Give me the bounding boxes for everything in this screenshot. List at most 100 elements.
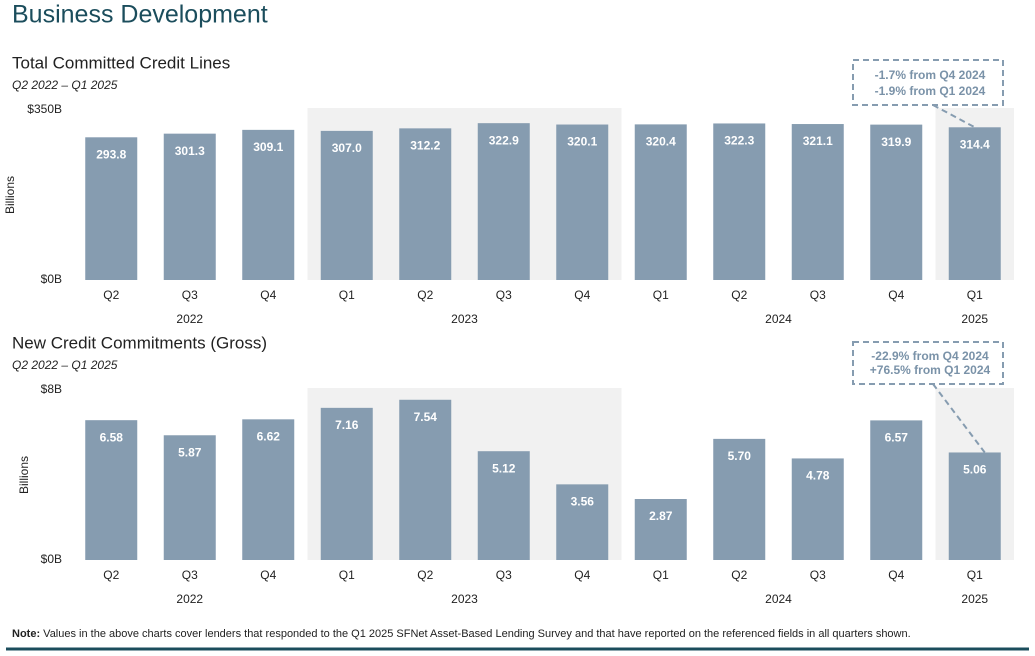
callout-text: +76.5% from Q1 2024 <box>870 363 991 377</box>
bar <box>870 420 923 560</box>
x-tick-label: Q2 <box>731 568 747 582</box>
x-tick-label: Q3 <box>810 568 826 582</box>
data-label: 322.9 <box>489 133 519 147</box>
note-label: Note: <box>12 628 40 640</box>
x-group-label: 2025 <box>961 312 988 326</box>
bar <box>634 499 687 560</box>
x-tick-label: Q2 <box>103 288 119 302</box>
x-tick-label: Q3 <box>182 568 198 582</box>
bar <box>477 451 530 560</box>
page-title: Business Development <box>12 1 268 29</box>
bar <box>791 458 844 560</box>
data-label: 7.16 <box>335 418 359 432</box>
bar <box>948 452 1001 560</box>
bar <box>320 407 373 560</box>
data-label: 6.57 <box>885 431 909 445</box>
bar <box>948 127 1001 280</box>
data-label: 309.1 <box>253 140 283 154</box>
data-label: 301.3 <box>175 144 205 158</box>
x-tick-label: Q1 <box>967 288 983 302</box>
x-group-label: 2022 <box>176 592 203 606</box>
bar <box>556 484 609 560</box>
bar <box>85 420 138 560</box>
callout-text: -1.9% from Q1 2024 <box>875 84 986 98</box>
y-tick-label: $8B <box>41 382 62 396</box>
x-tick-label: Q4 <box>888 288 904 302</box>
data-label: 322.3 <box>724 134 754 148</box>
x-tick-label: Q1 <box>339 568 355 582</box>
callout-leader <box>932 383 986 454</box>
x-tick-label: Q1 <box>967 568 983 582</box>
bar <box>242 129 295 280</box>
data-label: 5.87 <box>178 445 202 459</box>
x-group-label: 2023 <box>451 592 478 606</box>
x-group-label: 2025 <box>961 592 988 606</box>
x-tick-label: Q3 <box>496 568 512 582</box>
x-tick-label: Q4 <box>574 288 590 302</box>
x-tick-label: Q2 <box>731 288 747 302</box>
data-label: 320.4 <box>646 135 676 149</box>
chart-subtitle: Q2 2022 – Q1 2025 <box>12 78 118 92</box>
note-text: Values in the above charts cover lenders… <box>43 628 911 640</box>
x-tick-label: Q4 <box>574 568 590 582</box>
callout-text: -1.7% from Q4 2024 <box>875 68 986 82</box>
x-tick-label: Q2 <box>417 568 433 582</box>
bar <box>791 124 844 280</box>
chart-subtitle: Q2 2022 – Q1 2025 <box>12 358 118 372</box>
bar <box>634 124 687 281</box>
y-tick-label: $0B <box>41 552 62 566</box>
y-tick-label: $0B <box>41 272 62 286</box>
bar <box>163 133 216 280</box>
y-tick-label: $350B <box>27 102 62 116</box>
bar <box>242 419 295 560</box>
bar <box>477 123 530 280</box>
x-tick-label: Q4 <box>260 288 276 302</box>
data-label: 5.06 <box>963 463 987 477</box>
x-tick-label: Q3 <box>182 288 198 302</box>
x-tick-label: Q1 <box>653 568 669 582</box>
data-label: 320.1 <box>567 135 597 149</box>
data-label: 312.2 <box>410 139 440 153</box>
data-label: 321.1 <box>803 134 833 148</box>
bar <box>713 123 766 280</box>
callout-text: -22.9% from Q4 2024 <box>871 349 989 363</box>
chart-title: Total Committed Credit Lines <box>12 53 230 72</box>
bar <box>163 435 216 560</box>
data-label: 3.56 <box>571 495 595 509</box>
x-group-label: 2023 <box>451 312 478 326</box>
bar <box>85 137 138 280</box>
x-tick-label: Q1 <box>339 288 355 302</box>
bar <box>399 128 452 280</box>
x-group-label: 2022 <box>176 312 203 326</box>
data-label: 319.9 <box>881 135 911 149</box>
bar <box>320 130 373 280</box>
x-group-label: 2024 <box>765 312 792 326</box>
data-label: 6.62 <box>257 429 281 443</box>
data-label: 6.58 <box>100 430 124 444</box>
data-label: 293.8 <box>96 147 126 161</box>
note: Note: Values in the above charts cover l… <box>12 628 911 640</box>
x-tick-label: Q4 <box>888 568 904 582</box>
chart-title: New Credit Commitments (Gross) <box>12 333 267 352</box>
data-label: 4.78 <box>806 469 830 483</box>
x-tick-label: Q2 <box>417 288 433 302</box>
callout-leader <box>932 104 976 129</box>
data-label: 5.70 <box>728 449 752 463</box>
bar <box>556 124 609 280</box>
bar <box>399 399 452 560</box>
bar <box>713 438 766 560</box>
x-tick-label: Q3 <box>496 288 512 302</box>
x-group-label: 2024 <box>765 592 792 606</box>
data-label: 5.12 <box>492 461 516 475</box>
x-tick-label: Q2 <box>103 568 119 582</box>
x-tick-label: Q3 <box>810 288 826 302</box>
data-label: 307.0 <box>332 141 362 155</box>
callout-box <box>852 59 1004 106</box>
x-tick-label: Q1 <box>653 288 669 302</box>
data-label: 2.87 <box>649 509 673 523</box>
data-label: 7.54 <box>414 410 438 424</box>
y-axis-label: Billions <box>3 176 17 214</box>
bar <box>870 124 923 281</box>
callout-box <box>852 341 1004 385</box>
